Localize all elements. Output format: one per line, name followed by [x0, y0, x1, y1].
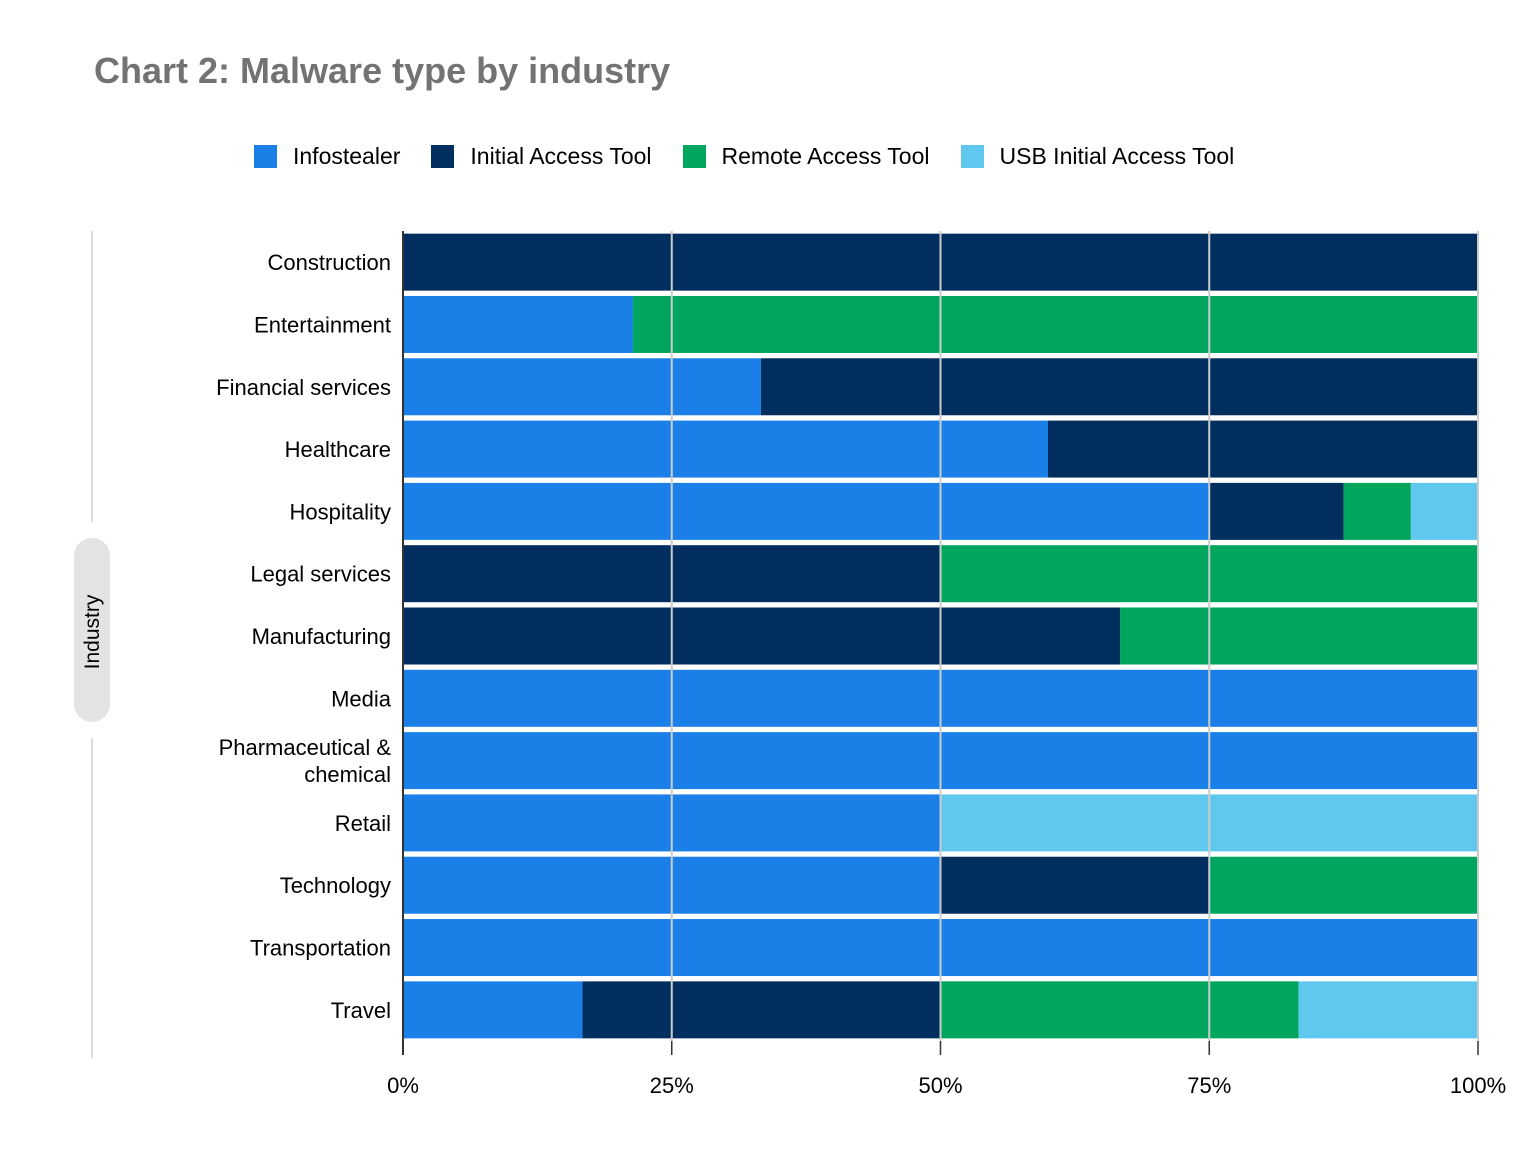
y-tick-label: Retail [335, 811, 391, 836]
bar-segment [403, 607, 1121, 665]
legend-swatch [960, 145, 984, 168]
y-tick-label: Construction [267, 250, 391, 275]
axis-title-pill [74, 538, 110, 722]
y-tick-label: Transportation [250, 936, 391, 961]
y-tick-label: Entertainment [254, 312, 391, 337]
chart-legend: Infostealer Initial Access Tool Remote Acc… [254, 143, 1265, 170]
bar-segment [633, 295, 1478, 353]
bar-segment [1048, 420, 1478, 478]
y-tick-label: Travel [331, 998, 391, 1023]
bar-segment [582, 981, 941, 1039]
y-tick-label: Manufacturing [252, 624, 391, 649]
legend-item: USB Initial Access Tool [960, 143, 1235, 170]
x-tick-label: 75% [1187, 1073, 1231, 1098]
bar-segment [1343, 482, 1411, 540]
bar-segment [1298, 981, 1478, 1039]
x-tick-label: 50% [918, 1073, 962, 1098]
y-tick-label: Media [331, 686, 392, 711]
bar-segment [403, 420, 1048, 478]
legend-item: Remote Access Tool [682, 143, 930, 170]
legend-item: Initial Access Tool [431, 143, 652, 170]
bar-segment [940, 981, 1299, 1039]
y-tick-label: Legal services [250, 562, 391, 587]
x-tick-label: 0% [387, 1073, 419, 1098]
legend-swatch [254, 145, 277, 168]
legend-label: USB Initial Access Tool [999, 143, 1235, 169]
bar-segment [403, 981, 583, 1039]
legend-label: Remote Access Tool [721, 143, 930, 169]
bar-segment [1209, 482, 1344, 540]
y-tick-label: Technology [280, 873, 391, 898]
x-tick-label: 25% [650, 1073, 694, 1098]
y-tick-label: Healthcare [285, 437, 391, 462]
chart-title: Chart 2: Malware type by industry [94, 50, 671, 91]
y-axis-title: Industry [81, 594, 104, 669]
legend-label: Initial Access Tool [470, 143, 652, 169]
bar-segment [403, 358, 761, 416]
bar-segment [403, 295, 634, 353]
legend-label: Infostealer [293, 143, 401, 169]
bar-segment [1410, 482, 1478, 540]
legend-item: Infostealer [254, 143, 400, 170]
bar-segment [940, 856, 1210, 914]
legend-swatch [431, 145, 455, 168]
x-tick-label: 100% [1450, 1073, 1506, 1098]
bar-segment [1209, 856, 1478, 914]
bar-segment [1120, 607, 1478, 665]
legend-swatch [682, 145, 706, 168]
bar-segment [760, 358, 1478, 416]
y-tick-label: Hospitality [290, 499, 391, 524]
bar-segment [403, 482, 1210, 540]
y-tick-label: Pharmaceutical & chemical [219, 735, 392, 787]
y-tick-label: Financial services [216, 375, 391, 400]
